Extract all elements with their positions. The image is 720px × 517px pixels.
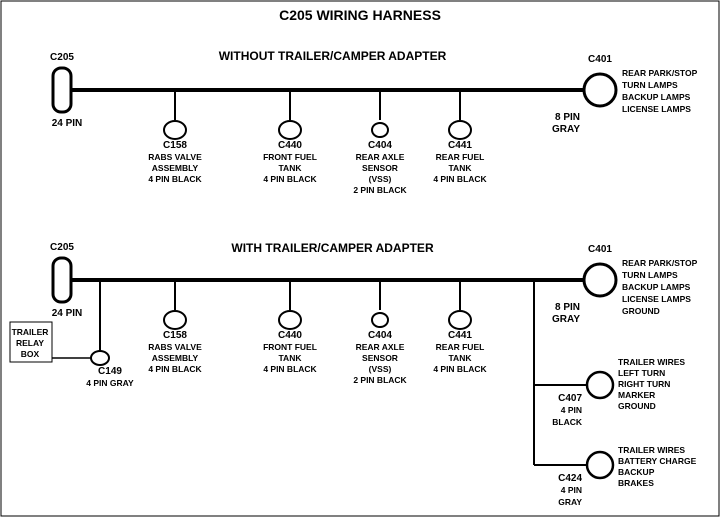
svg-text:2 PIN BLACK: 2 PIN BLACK	[353, 185, 407, 195]
svg-text:C401: C401	[588, 54, 612, 65]
svg-text:WITH TRAILER/CAMPER ADAPTER: WITH TRAILER/CAMPER ADAPTER	[231, 241, 434, 255]
svg-text:C205: C205	[50, 242, 74, 253]
svg-text:RABS VALVE: RABS VALVE	[148, 342, 202, 352]
svg-text:GRAY: GRAY	[552, 314, 580, 325]
svg-text:FRONT FUEL: FRONT FUEL	[263, 152, 317, 162]
svg-text:LICENSE LAMPS: LICENSE LAMPS	[622, 294, 691, 304]
svg-text:4 PIN BLACK: 4 PIN BLACK	[263, 364, 317, 374]
svg-text:4 PIN BLACK: 4 PIN BLACK	[263, 174, 317, 184]
svg-text:REAR AXLE: REAR AXLE	[356, 152, 405, 162]
svg-text:BRAKES: BRAKES	[618, 478, 654, 488]
svg-text:C205: C205	[50, 52, 74, 63]
svg-text:4 PIN GRAY: 4 PIN GRAY	[86, 378, 134, 388]
svg-text:C205 WIRING HARNESS: C205 WIRING HARNESS	[279, 7, 441, 23]
svg-text:C404: C404	[368, 140, 392, 151]
svg-text:RIGHT TURN: RIGHT TURN	[618, 379, 670, 389]
svg-text:REAR FUEL: REAR FUEL	[436, 342, 485, 352]
svg-text:C158: C158	[163, 330, 187, 341]
svg-text:C149: C149	[98, 366, 122, 377]
svg-text:TANK: TANK	[279, 163, 303, 173]
svg-text:4 PIN BLACK: 4 PIN BLACK	[433, 364, 487, 374]
wiring-diagram: C205 WIRING HARNESS WITHOUT TRAILER/CAMPE…	[0, 0, 720, 517]
svg-text:C441: C441	[448, 140, 472, 151]
svg-text:GRAY: GRAY	[558, 497, 582, 507]
svg-text:C407: C407	[558, 393, 582, 404]
svg-text:WITHOUT TRAILER/CAMPER ADAPT: WITHOUT TRAILER/CAMPER ADAPTER	[219, 49, 447, 63]
svg-text:RABS VALVE: RABS VALVE	[148, 152, 202, 162]
svg-text:LEFT TURN: LEFT TURN	[618, 368, 665, 378]
svg-text:C401: C401	[588, 244, 612, 255]
svg-text:(VSS): (VSS)	[369, 364, 392, 374]
svg-text:TANK: TANK	[449, 353, 473, 363]
svg-text:BLACK: BLACK	[552, 417, 583, 427]
svg-text:TRAILER WIRES: TRAILER WIRES	[618, 357, 685, 367]
svg-text:C441: C441	[448, 330, 472, 341]
svg-text:TANK: TANK	[279, 353, 303, 363]
svg-text:SENSOR: SENSOR	[362, 353, 398, 363]
svg-text:TRAILER WIRES: TRAILER WIRES	[618, 445, 685, 455]
svg-text:LICENSE LAMPS: LICENSE LAMPS	[622, 104, 691, 114]
svg-text:(VSS): (VSS)	[369, 174, 392, 184]
svg-text:TRAILER: TRAILER	[12, 327, 49, 337]
svg-text:GRAY: GRAY	[552, 124, 580, 135]
svg-text:8 PIN: 8 PIN	[555, 112, 580, 123]
svg-text:MARKER: MARKER	[618, 390, 655, 400]
svg-text:FRONT FUEL: FRONT FUEL	[263, 342, 317, 352]
svg-text:TURN LAMPS: TURN LAMPS	[622, 270, 678, 280]
svg-text:BACKUP: BACKUP	[618, 467, 655, 477]
svg-text:GROUND: GROUND	[618, 401, 656, 411]
svg-text:C158: C158	[163, 140, 187, 151]
svg-text:4 PIN BLACK: 4 PIN BLACK	[148, 174, 202, 184]
svg-text:TURN LAMPS: TURN LAMPS	[622, 80, 678, 90]
svg-text:4 PIN: 4 PIN	[561, 405, 582, 415]
svg-text:BOX: BOX	[21, 349, 40, 359]
svg-text:24 PIN: 24 PIN	[52, 308, 83, 319]
svg-text:24 PIN: 24 PIN	[52, 118, 83, 129]
svg-text:ASSEMBLY: ASSEMBLY	[152, 353, 199, 363]
svg-text:C424: C424	[558, 473, 582, 484]
svg-text:REAR AXLE: REAR AXLE	[356, 342, 405, 352]
svg-text:REAR PARK/STOP: REAR PARK/STOP	[622, 68, 698, 78]
svg-text:TANK: TANK	[449, 163, 473, 173]
svg-text:C440: C440	[278, 140, 302, 151]
svg-text:ASSEMBLY: ASSEMBLY	[152, 163, 199, 173]
svg-text:4 PIN BLACK: 4 PIN BLACK	[148, 364, 202, 374]
svg-text:C404: C404	[368, 330, 392, 341]
svg-text:4 PIN: 4 PIN	[561, 485, 582, 495]
svg-text:2 PIN BLACK: 2 PIN BLACK	[353, 375, 407, 385]
svg-text:SENSOR: SENSOR	[362, 163, 398, 173]
svg-text:GROUND: GROUND	[622, 306, 660, 316]
svg-text:RELAY: RELAY	[16, 338, 44, 348]
svg-text:REAR PARK/STOP: REAR PARK/STOP	[622, 258, 698, 268]
svg-text:4 PIN BLACK: 4 PIN BLACK	[433, 174, 487, 184]
svg-text:8 PIN: 8 PIN	[555, 302, 580, 313]
svg-text:REAR FUEL: REAR FUEL	[436, 152, 485, 162]
svg-text:BACKUP LAMPS: BACKUP LAMPS	[622, 92, 691, 102]
svg-text:BACKUP LAMPS: BACKUP LAMPS	[622, 282, 691, 292]
svg-text:BATTERY CHARGE: BATTERY CHARGE	[618, 456, 697, 466]
svg-text:C440: C440	[278, 330, 302, 341]
